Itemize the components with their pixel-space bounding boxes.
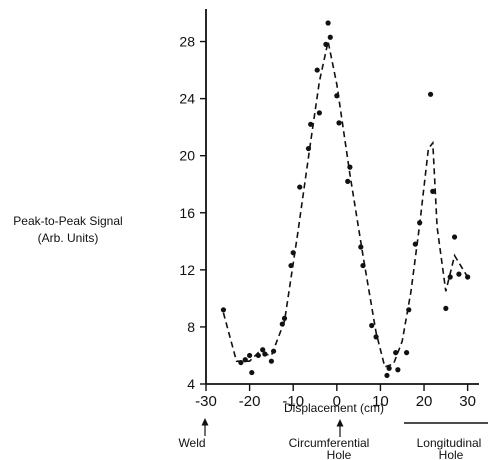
data-point <box>220 307 227 313</box>
x-ticks: -30 -20 -10 0 10 20 30 <box>195 384 476 410</box>
data-point <box>249 369 255 376</box>
data-point <box>403 350 410 356</box>
longitudinal-label-line2: Hole <box>439 448 464 460</box>
data-point <box>247 352 253 359</box>
data-point <box>427 91 434 97</box>
data-point <box>323 41 329 47</box>
x-tick-label: 20 <box>416 393 433 410</box>
x-tick-label: -20 <box>239 393 261 410</box>
data-point <box>242 357 248 363</box>
data-point <box>325 20 331 26</box>
data-point <box>360 262 366 269</box>
data-point <box>373 334 379 340</box>
weld-arrow-head <box>201 418 209 426</box>
x-tick-label: 30 <box>459 393 476 410</box>
data-point <box>270 348 277 354</box>
data-point <box>334 93 340 99</box>
x-tick-label: 10 <box>372 393 389 410</box>
y-tick-label: 12 <box>179 262 195 278</box>
y-axis-label-line1: Peak-to-Peak Signal <box>13 214 122 228</box>
data-point <box>316 110 322 116</box>
data-point <box>451 234 458 240</box>
y-tick-label: 28 <box>179 34 195 50</box>
data-point <box>443 305 449 311</box>
data-point <box>279 321 285 327</box>
longitudinal-label-line1: Longitudinal <box>417 436 482 450</box>
data-point <box>417 220 423 226</box>
data-point <box>305 145 312 152</box>
annotation-weld: Weld <box>178 418 209 450</box>
circumferential-label-line2: Hole <box>327 448 352 460</box>
x-tick-label: -30 <box>195 393 217 410</box>
y-tick-label: 16 <box>179 205 195 221</box>
data-point <box>395 367 401 373</box>
data-point <box>347 164 353 170</box>
circumferential-label-line1: Circumferential <box>289 436 370 450</box>
data-point <box>238 359 244 366</box>
data-point <box>281 315 288 321</box>
y-axis-label-line2: (Arb. Units) <box>38 231 99 245</box>
data-point <box>314 67 320 73</box>
fit-line <box>222 41 469 368</box>
data-point <box>406 307 412 313</box>
data-point <box>262 351 268 357</box>
y-ticks: 4 8 12 16 20 24 28 <box>179 34 206 392</box>
data-point <box>288 262 294 269</box>
data-point <box>358 244 364 250</box>
data-point <box>345 178 351 184</box>
data-point <box>386 365 392 371</box>
data-point <box>260 347 266 353</box>
data-point <box>327 34 333 40</box>
y-tick-label: 24 <box>179 91 195 107</box>
data-point <box>393 350 399 356</box>
data-points <box>220 20 471 379</box>
data-point <box>255 352 261 359</box>
weld-label: Weld <box>178 436 205 450</box>
data-point <box>465 274 471 280</box>
data-point <box>430 188 436 194</box>
data-point <box>447 274 453 280</box>
data-point <box>412 241 418 247</box>
data-point <box>369 322 375 329</box>
circumferential-arrow-head <box>336 419 344 427</box>
x-axis-label: Displacement (cm) <box>284 401 384 415</box>
data-point <box>384 372 390 379</box>
data-point <box>290 250 296 256</box>
data-point <box>308 121 314 127</box>
annotation-longitudinal-hole: Longitudinal Hole <box>404 422 488 460</box>
annotation-circumferential-hole: Circumferential Hole <box>289 419 370 460</box>
y-tick-label: 20 <box>179 148 195 164</box>
x-tick-label: 0 <box>333 393 341 410</box>
y-tick-label: 8 <box>187 319 195 335</box>
x-tick-label: -10 <box>282 393 304 410</box>
data-point <box>456 271 462 277</box>
data-point <box>336 120 342 126</box>
y-tick-label: 4 <box>187 376 195 392</box>
data-point <box>268 358 275 364</box>
data-point <box>297 184 303 190</box>
